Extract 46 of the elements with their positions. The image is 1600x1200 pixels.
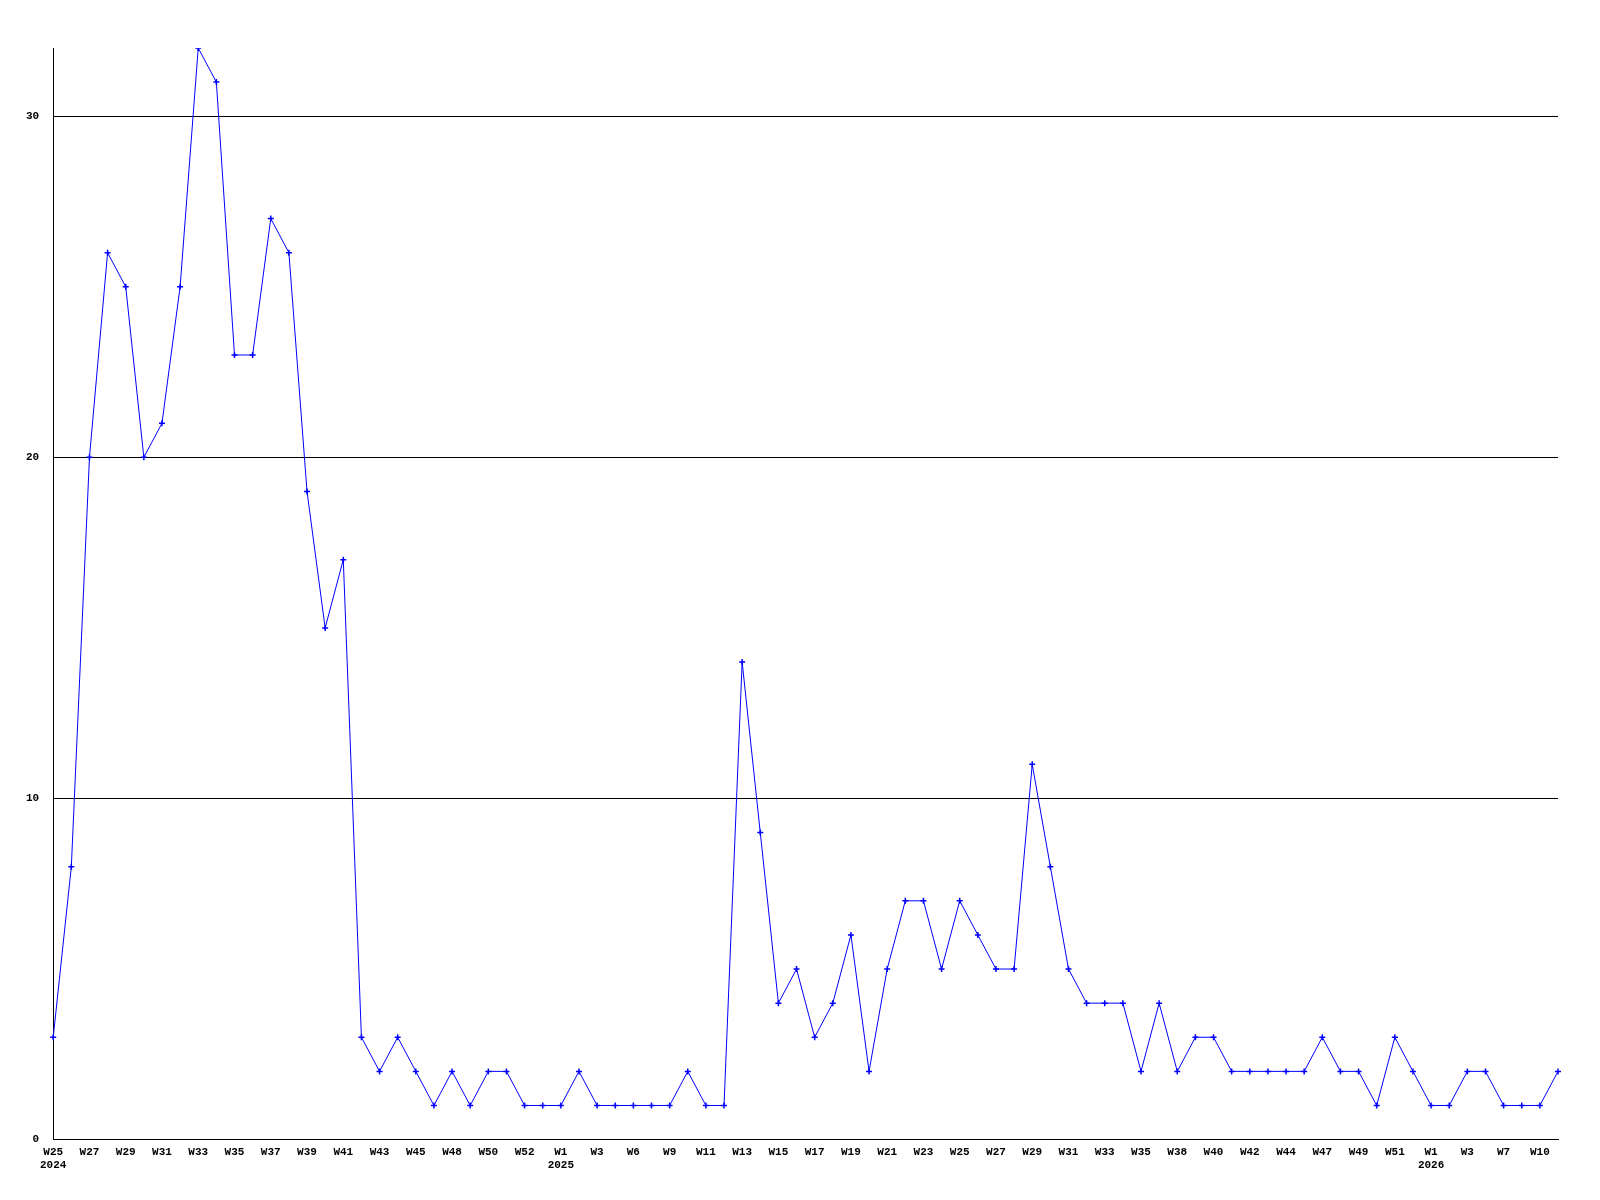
x-tick-label: W25 2024	[40, 1145, 67, 1172]
x-tick-label: W51	[1384, 1145, 1406, 1158]
x-tick-label: W48	[442, 1145, 463, 1158]
x-tick-label: W1 2026	[1417, 1145, 1445, 1172]
x-tick-label: W25	[949, 1145, 970, 1158]
x-tick-label: W7	[1497, 1145, 1511, 1158]
x-tick-label: W52	[514, 1145, 535, 1158]
x-tick-label: W49	[1348, 1145, 1369, 1158]
x-tick-label: W50	[478, 1145, 499, 1158]
x-tick-label: W44	[1276, 1145, 1297, 1158]
x-tick-label: W29	[1022, 1145, 1043, 1158]
x-tick-label: W13	[732, 1145, 753, 1158]
x-tick-label: W3	[1460, 1145, 1475, 1158]
x-tick-label: W10	[1529, 1145, 1550, 1158]
x-tick-label: W35	[224, 1145, 245, 1158]
x-tick-label: W6	[626, 1145, 640, 1158]
x-tick-label: W47	[1312, 1145, 1333, 1158]
x-tick-label: W43	[369, 1145, 390, 1158]
x-tick-label: W42	[1239, 1145, 1260, 1158]
y-tick-label: 20	[26, 451, 40, 464]
x-tick-label: W11	[695, 1145, 717, 1158]
x-tick-label: W40	[1203, 1145, 1224, 1158]
x-tick-label: W35	[1131, 1145, 1152, 1158]
x-tick-label: W41	[333, 1145, 354, 1158]
x-tick-label: W23	[913, 1145, 934, 1158]
x-tick-label: W33	[188, 1145, 209, 1158]
y-tick-label: 0	[32, 1133, 40, 1146]
x-tick-label: W31	[152, 1145, 173, 1158]
x-tick-label: W21	[877, 1145, 898, 1158]
y-tick-label: 10	[26, 792, 40, 805]
x-tick-label: W3	[590, 1145, 605, 1158]
x-tick-label: W37	[260, 1145, 281, 1158]
x-tick-label: W38	[1167, 1145, 1188, 1158]
x-tick-label: W45	[405, 1145, 427, 1158]
x-tick-label: W19	[841, 1145, 861, 1158]
y-tick-label: 30	[26, 109, 40, 122]
x-tick-label: W9	[663, 1145, 677, 1158]
x-tick-label: W39	[297, 1145, 317, 1158]
x-tick-label: W17	[804, 1145, 825, 1158]
x-tick-label: W27	[986, 1145, 1006, 1158]
x-tick-label: W29	[115, 1145, 136, 1158]
x-tick-label: W33	[1094, 1145, 1116, 1158]
x-tick-label: W1 2025	[547, 1145, 575, 1172]
x-tick-label: W15	[768, 1145, 789, 1158]
x-tick-label: W31	[1058, 1145, 1079, 1158]
x-tick-label: W27	[79, 1145, 100, 1158]
